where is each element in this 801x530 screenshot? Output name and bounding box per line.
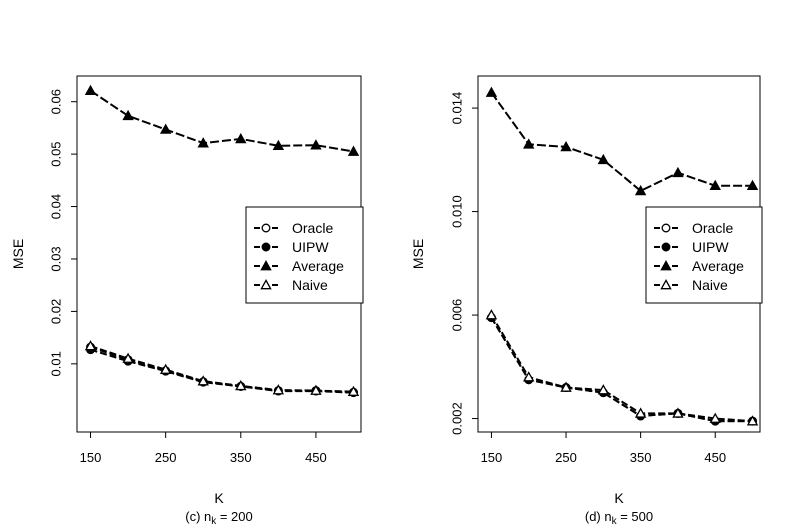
point-naive [84, 340, 97, 351]
point-naive [485, 309, 498, 320]
point-naive [597, 384, 610, 395]
y-tick-label: 0.02 [49, 299, 64, 324]
y-axis-label: MSE [410, 239, 426, 269]
x-tick-label: 450 [305, 450, 327, 465]
legend-label-uipw: UIPW [692, 239, 729, 255]
legend-marker-average [660, 260, 672, 271]
series-average [485, 86, 759, 196]
legend-marker-naive [660, 279, 672, 290]
point-average [485, 86, 498, 97]
series-naive [485, 309, 759, 426]
point-naive [347, 385, 360, 396]
point-average [746, 179, 759, 191]
x-tick-label: 250 [155, 450, 177, 465]
point-naive [235, 379, 247, 391]
y-tick-label: 0.03 [49, 246, 64, 271]
point-average [672, 166, 684, 178]
series-line-average [89, 89, 354, 153]
legend-label-uipw: UIPW [292, 239, 329, 255]
x-tick-label: 250 [555, 450, 577, 465]
y-tick-label: 0.01 [49, 351, 64, 376]
point-naive [709, 412, 721, 423]
panel-d: 0.002 0.006 0.010 0.014 150 250 350 450 MSE K (d) … [410, 75, 763, 527]
series-average [84, 84, 360, 156]
point-average [523, 138, 535, 149]
x-tick-label: 350 [630, 450, 652, 465]
legend-marker-naive [260, 279, 272, 290]
point-naive [197, 375, 209, 386]
x-axis-label: K [614, 490, 624, 506]
point-naive [159, 363, 172, 374]
point-average [272, 139, 285, 151]
y-tick-label: 0.002 [450, 402, 465, 435]
series-uipw [486, 313, 757, 426]
y-tick-label: 0.05 [49, 141, 64, 166]
panel-c: 0.01 0.02 0.03 0.04 0.05 0.06 150 250 350 450 MSE K… [10, 75, 364, 527]
point-average [347, 145, 360, 156]
panel-caption: (d) nk = 500 [585, 509, 653, 527]
y-tick-label: 0.010 [450, 195, 465, 228]
legend: Oracle UIPW Average Naive [245, 206, 364, 304]
point-naive [272, 384, 285, 395]
point-average [310, 139, 322, 150]
x-tick-label: 150 [80, 450, 102, 465]
legend-label-naive: Naive [292, 277, 328, 293]
series-naive [84, 340, 360, 396]
x-tick-label: 350 [230, 450, 252, 465]
point-average [84, 84, 97, 96]
series-line-naive [90, 345, 354, 393]
series-line-naive [490, 314, 753, 423]
y-axis-label: MSE [10, 239, 26, 269]
legend-label-oracle: Oracle [692, 220, 733, 236]
point-average [597, 153, 610, 165]
y-tick-label: 0.006 [450, 299, 465, 332]
point-average [197, 137, 209, 148]
legend-marker-average [260, 260, 272, 271]
legend-label-oracle: Oracle [292, 220, 333, 236]
series-line-oracle [490, 317, 753, 423]
x-tick-label: 450 [704, 450, 726, 465]
point-average [159, 123, 172, 134]
point-naive [746, 415, 759, 426]
x-axis-label: K [214, 490, 224, 506]
legend-label-average: Average [692, 258, 744, 274]
y-tick-label: 0.014 [450, 92, 465, 125]
point-average [634, 184, 647, 196]
point-naive [634, 407, 647, 418]
point-naive [672, 407, 684, 418]
point-naive [310, 384, 322, 395]
series-line-oracle [90, 346, 354, 394]
legend: Oracle UIPW Average Naive [645, 206, 763, 304]
legend-label-average: Average [292, 258, 344, 274]
point-naive [523, 371, 535, 382]
legend-label-naive: Naive [692, 277, 728, 293]
legend-marker-oracle [261, 223, 271, 233]
x-tick-label: 150 [481, 450, 503, 465]
series-oracle [486, 313, 757, 426]
series-line-average [490, 91, 753, 193]
point-average [709, 179, 721, 191]
panel-caption: (c) nk = 200 [185, 509, 253, 527]
legend-marker-uipw [661, 242, 671, 252]
y-tick-label: 0.04 [49, 194, 64, 219]
point-average [560, 140, 572, 152]
point-average [122, 109, 134, 121]
legend-marker-uipw [261, 242, 271, 252]
point-naive [122, 352, 134, 363]
point-naive [560, 381, 572, 392]
series-line-uipw [490, 317, 753, 423]
point-average [235, 132, 247, 144]
y-tick-label: 0.06 [49, 89, 64, 114]
legend-marker-oracle [661, 223, 671, 233]
